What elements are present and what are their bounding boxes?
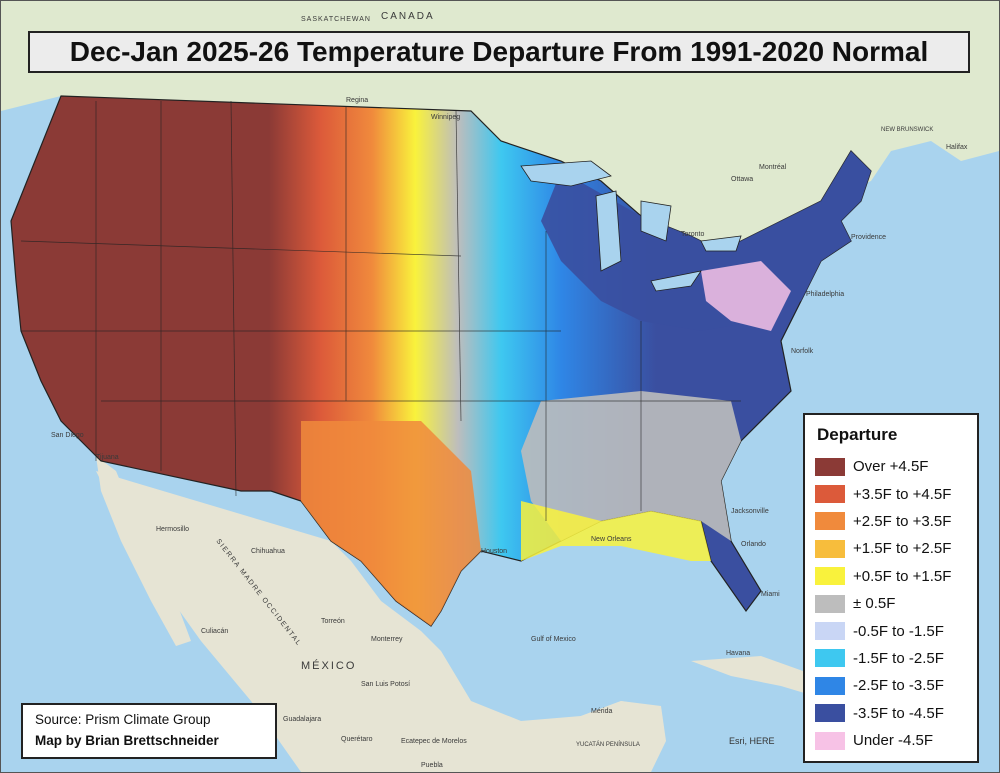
label-orlando: Orlando (741, 541, 766, 548)
label-providence: Providence (851, 234, 886, 241)
legend-row: -2.5F to -3.5F (815, 672, 967, 699)
legend-title: Departure (817, 425, 898, 444)
label-havana: Havana (726, 650, 750, 657)
credit-text: Map by Brian Brettschneider (35, 733, 219, 748)
cold-anomaly-northeast (541, 151, 871, 331)
label-regina: Regina (346, 97, 368, 104)
legend-label: +1.5F to +2.5F (853, 540, 952, 558)
label-philadelphia: Philadelphia (806, 291, 844, 298)
label-queretaro: Querétaro (341, 736, 373, 743)
legend: Departure Over +4.5F +3.5F to +4.5F +2.5F … (803, 413, 979, 763)
label-winnipeg: Winnipeg (431, 114, 460, 121)
legend-swatch (815, 731, 845, 750)
legend-label: -2.5F to -3.5F (853, 677, 944, 695)
southeast-neutral (521, 391, 741, 541)
label-san-diego: San Diego (51, 432, 84, 439)
legend-swatch (815, 539, 845, 558)
label-montreal: Montréal (759, 164, 787, 171)
legend-label: -3.5F to -4.5F (853, 704, 944, 722)
legend-row: -1.5F to -2.5F (815, 645, 967, 672)
great-lakes (520, 160, 742, 292)
legend-row: +0.5F to +1.5F (815, 563, 967, 590)
label-new-orleans: New Orleans (591, 536, 632, 543)
label-san-luis-potosi: San Luis Potosí (361, 681, 410, 688)
label-norfolk: Norfolk (791, 348, 814, 355)
map-title-box: Dec-Jan 2025-26 Temperature Departure Fr… (28, 31, 970, 73)
label-culiacan: Culiacán (201, 628, 228, 635)
label-ottawa: Ottawa (731, 176, 753, 183)
label-hermosillo: Hermosillo (156, 526, 189, 533)
label-halifax: Halifax (946, 144, 968, 151)
state-borders (20, 100, 741, 521)
label-torreon: Torreón (321, 618, 345, 625)
legend-row: -0.5F to -1.5F (815, 617, 967, 644)
legend-swatch (815, 676, 845, 695)
mexico-land (96, 471, 661, 772)
legend-swatch (815, 649, 845, 668)
legend-label: -1.5F to -2.5F (853, 649, 944, 667)
legend-swatch (815, 594, 845, 613)
legend-row: +2.5F to +3.5F (815, 508, 967, 535)
legend-label: Under -4.5F (853, 732, 934, 750)
legend-label: ± 0.5F (853, 595, 896, 613)
gulf-coast-warm (521, 501, 711, 561)
label-miami: Miami (761, 591, 780, 598)
label-jacksonville: Jacksonville (731, 508, 769, 515)
legend-swatch (815, 704, 845, 723)
label-gulf-of-mexico: Gulf of Mexico (531, 636, 576, 643)
legend-label: +2.5F to +3.5F (853, 512, 952, 530)
legend-swatch (815, 457, 845, 476)
map-attribution: Esri, HERE (729, 736, 775, 746)
source-box: Source: Prism Climate Group Map by Brian… (21, 703, 277, 759)
legend-row: +1.5F to +2.5F (815, 535, 967, 562)
legend-row: -3.5F to -4.5F (815, 700, 967, 727)
legend-swatch (815, 622, 845, 641)
label-monterrey: Monterrey (371, 636, 403, 643)
label-yucatan: YUCATÁN PENÍNSULA (576, 741, 640, 748)
label-mexico: MÉXICO (301, 659, 356, 672)
legend-swatch (815, 512, 845, 531)
label-merida: Mérida (591, 708, 613, 715)
under-anomaly-pockets (701, 261, 791, 331)
label-chihuahua: Chihuahua (251, 548, 285, 555)
label-houston: Houston (481, 548, 507, 555)
legend-rows: Over +4.5F +3.5F to +4.5F +2.5F to +3.5F +1… (815, 453, 967, 754)
label-ecatepec: Ecatepec de Morelos (401, 738, 467, 745)
legend-label: Over +4.5F (853, 458, 929, 476)
legend-row: +3.5F to +4.5F (815, 480, 967, 507)
legend-label: +0.5F to +1.5F (853, 567, 952, 585)
label-guadalajara: Guadalajara (283, 716, 321, 723)
label-saskatchewan: SASKATCHEWAN (301, 16, 371, 23)
legend-row: Under -4.5F (815, 727, 967, 754)
legend-row: Over +4.5F (815, 453, 967, 480)
legend-row: ± 0.5F (815, 590, 967, 617)
label-toronto: Toronto (681, 231, 704, 238)
label-tijuana: Tijuana (96, 454, 119, 461)
label-new-brunswick: NEW BRUNSWICK (881, 127, 933, 133)
texas-warm (301, 421, 481, 626)
source-text: Source: Prism Climate Group (35, 712, 211, 727)
legend-swatch (815, 567, 845, 586)
legend-swatch (815, 485, 845, 504)
legend-label: +3.5F to +4.5F (853, 485, 952, 503)
label-puebla: Puebla (421, 762, 443, 769)
map-title: Dec-Jan 2025-26 Temperature Departure Fr… (69, 36, 929, 67)
legend-label: -0.5F to -1.5F (853, 622, 944, 640)
yucatan-land (561, 701, 666, 772)
baja-land (96, 456, 191, 646)
label-canada: CANADA (381, 11, 435, 22)
